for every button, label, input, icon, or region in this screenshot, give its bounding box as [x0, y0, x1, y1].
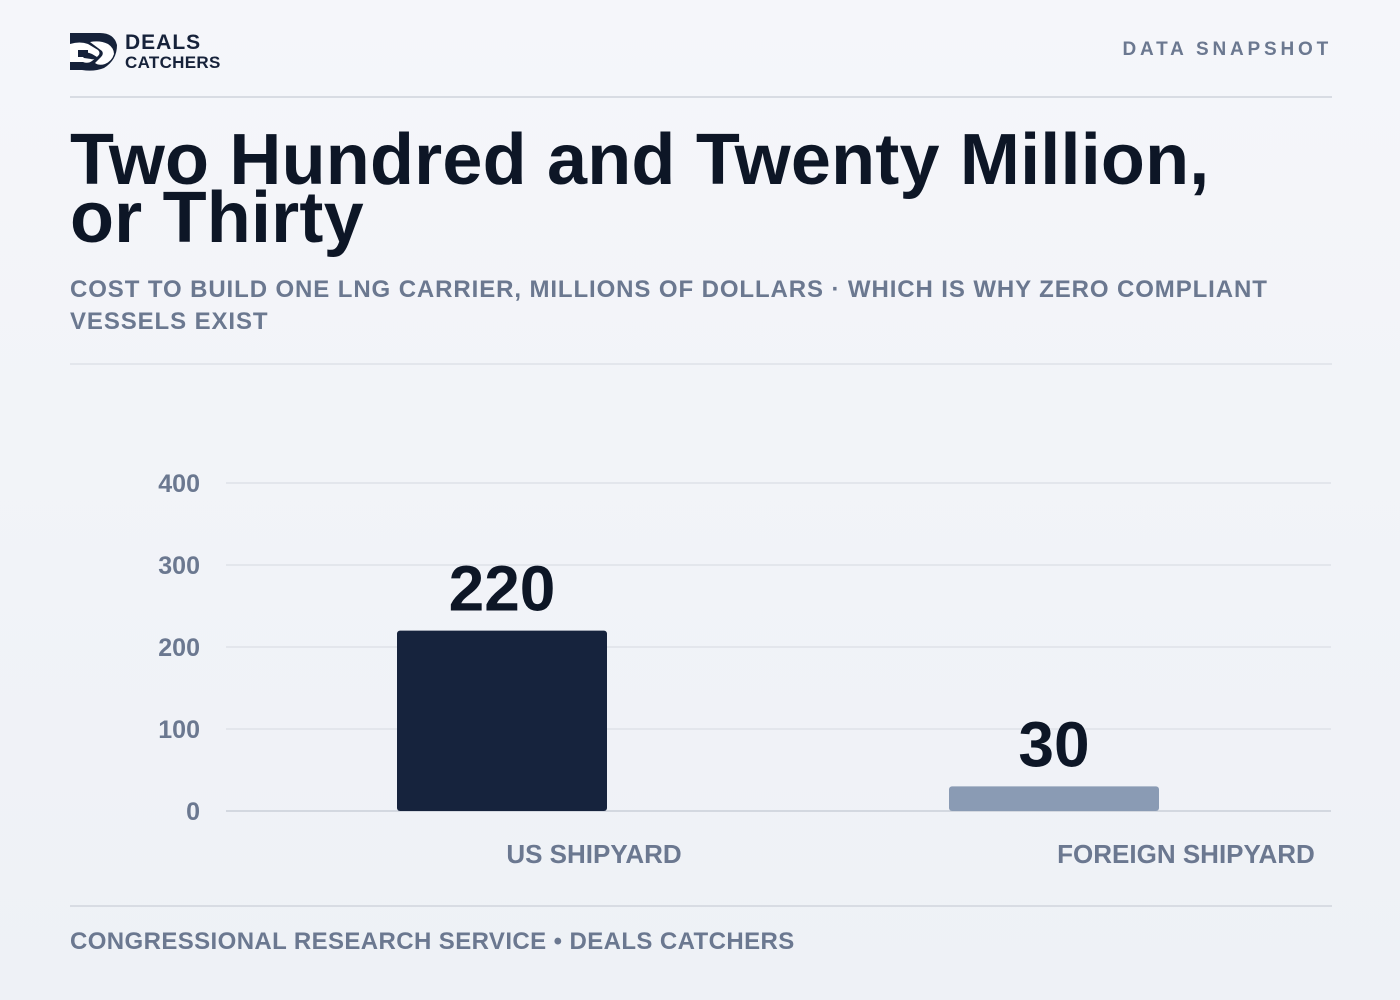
logo-wordmark: DEALS CATCHERS [125, 32, 221, 71]
data-labels: 220 30 [449, 553, 1090, 781]
y-tick-label: 100 [158, 716, 200, 744]
header-divider [70, 363, 1332, 365]
category-labels: US SHIPYARD FOREIGN SHIPYARD [506, 839, 1314, 869]
bar-us-shipyard [397, 630, 607, 811]
title-line-2: or Thirty [70, 178, 364, 258]
y-tick-label: 0 [186, 798, 200, 826]
logo-wordmark-line2: CATCHERS [125, 52, 221, 72]
data-label: 30 [1018, 708, 1089, 780]
footer-divider [70, 905, 1332, 907]
page-title: Two Hundred and Twenty Million, or Thirt… [70, 124, 1332, 254]
y-axis-ticks: 0 100 200 300 400 [158, 470, 200, 826]
y-tick-label: 300 [158, 552, 200, 580]
category-label: FOREIGN SHIPYARD [1057, 839, 1315, 869]
brand-logo[interactable]: DEALS CATCHERS [70, 30, 221, 72]
header: DEALS CATCHERS DATA SNAPSHOT [70, 30, 1332, 98]
bar-chart: 0 100 200 300 400 220 30 US SHIPYARD FOREIGN S… [158, 470, 1331, 869]
data-snapshot-tag: DATA SNAPSHOT [1122, 39, 1332, 60]
bars [397, 630, 1159, 811]
source-footer: CONGRESSIONAL RESEARCH SERVICE • DEALS C… [70, 928, 795, 955]
category-label: US SHIPYARD [506, 839, 681, 869]
y-tick-label: 400 [158, 470, 200, 498]
chart-subtitle: COST TO BUILD ONE LNG CARRIER, MILLIONS … [70, 276, 1268, 335]
y-tick-label: 200 [158, 634, 200, 662]
data-label: 220 [449, 553, 556, 625]
handshake-icon [70, 33, 117, 71]
logo-wordmark-line1: DEALS [125, 30, 202, 54]
title-line-1: Two Hundred and Twenty Million, [70, 120, 1210, 200]
gridlines [226, 482, 1331, 812]
bar-foreign-shipyard [949, 786, 1159, 811]
